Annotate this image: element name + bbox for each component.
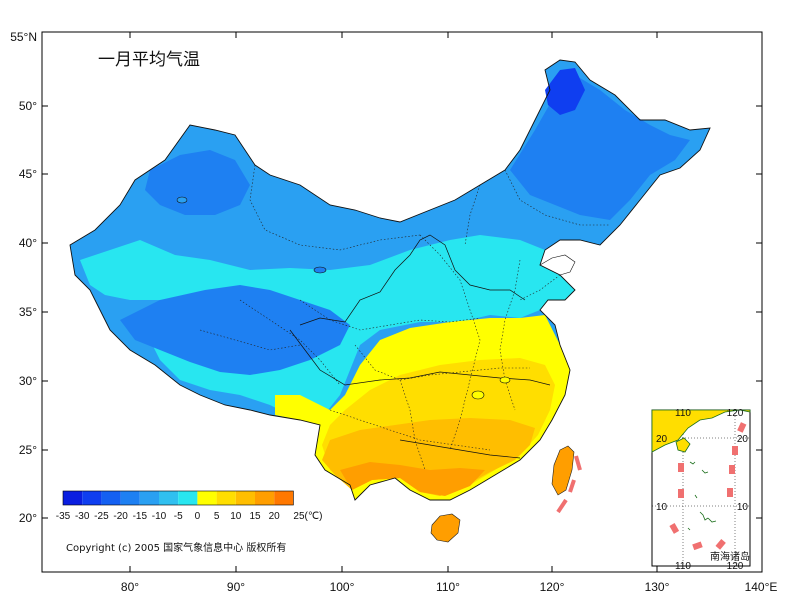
- lake: [176, 196, 188, 204]
- bohai-coast: [539, 254, 576, 276]
- y-axis: [42, 105, 762, 519]
- y-tick-label: 35°: [19, 305, 37, 319]
- x-tick-label: 80°: [121, 580, 139, 594]
- legend-labels: -35 -30 -25 -20 -15 -10 -5 0 5 10 15 20 25(℃): [56, 511, 323, 522]
- y-tick-label: 20°: [19, 511, 37, 525]
- legend-frame: [62, 490, 294, 506]
- inset-tick-right: 10: [737, 502, 749, 513]
- y-tick-label: 45°: [19, 167, 37, 181]
- legend-swatch: [255, 491, 275, 505]
- sea-boundary-dashes: [556, 455, 582, 514]
- legend-label: 15: [249, 511, 261, 522]
- inset-islands: [687, 461, 717, 531]
- legend-swatch: [235, 491, 255, 505]
- country-border: [69, 59, 711, 501]
- zone-tibet-cold: [120, 285, 350, 375]
- legend-label: 5: [214, 511, 220, 522]
- legend-label: -10: [152, 511, 167, 522]
- legend: -35 -30 -25 -20 -15 -10 -5 0 5 10 15 20 25(℃): [56, 490, 323, 522]
- inset-label: 南海诸岛: [710, 550, 750, 563]
- legend-swatch: [197, 491, 217, 505]
- inset-tick-bottom: 120: [727, 561, 744, 572]
- temperature-map: [69, 59, 711, 543]
- lake: [471, 390, 485, 400]
- legend-swatch: [216, 491, 236, 505]
- legend-label: -20: [113, 511, 128, 522]
- inset-tick-left: 10: [656, 502, 668, 513]
- x-tick-label: 130°: [645, 580, 670, 594]
- x-tick-label: 110°: [436, 580, 460, 594]
- lake: [499, 376, 511, 384]
- x-tick-label: 90°: [227, 580, 245, 594]
- legend-label: 10: [230, 511, 242, 522]
- legend-swatch: [82, 491, 102, 505]
- y-tick-label: 40°: [19, 236, 37, 250]
- legend-label: -30: [75, 511, 90, 522]
- legend-label: -15: [133, 511, 148, 522]
- y-tick-label: 55°N: [10, 30, 37, 44]
- x-axis: [129, 32, 658, 572]
- x-tick-label: 120°: [540, 580, 565, 594]
- south-china-sea-inset: 110 120 110 120 20 10 20 10 南海诸岛: [651, 408, 751, 572]
- legend-swatch: [159, 491, 179, 505]
- inset-boundary-dashes: [669, 422, 747, 551]
- hainan-island: [430, 513, 461, 543]
- inset-tick-top: 110: [675, 408, 691, 419]
- legend-swatch: [139, 491, 159, 505]
- y-tick-label: 25°: [19, 443, 37, 457]
- zone-northeast-coldest: [545, 68, 585, 115]
- map-title: 一月平均气温: [98, 50, 200, 70]
- inset-gridlines: [652, 410, 750, 566]
- legend-label: -25: [94, 511, 109, 522]
- province-borders: [199, 164, 610, 471]
- legend-swatches: [62, 490, 294, 506]
- legend-label: 25(℃): [293, 511, 322, 522]
- inset-tick-left: 20: [656, 434, 668, 445]
- legend-swatch: [101, 491, 121, 505]
- legend-swatch: [120, 491, 140, 505]
- legend-label: 0: [195, 511, 201, 522]
- y-tick-label: 30°: [19, 374, 37, 388]
- copyright-text: Copyright (c) 2005 国家气象信息中心 版权所有: [66, 541, 286, 554]
- inset-tick-bottom: 110: [675, 561, 691, 572]
- legend-label: 20: [269, 511, 281, 522]
- inset-hainan: [675, 437, 691, 453]
- zone-15-20: [340, 462, 485, 496]
- legend-label: -35: [56, 511, 71, 522]
- lake: [313, 266, 327, 274]
- zone-northeast-cold: [510, 75, 690, 220]
- legend-swatch: [178, 491, 198, 505]
- legend-label: -5: [174, 511, 183, 522]
- inset-coast: [651, 409, 751, 453]
- inset-tick-top: 120: [727, 408, 744, 419]
- zone-xinjiang-cold: [145, 150, 250, 215]
- x-tick-label: 100°: [330, 580, 355, 594]
- legend-swatch: [63, 491, 83, 505]
- taiwan-island: [551, 445, 575, 496]
- inset-tick-right: 20: [737, 434, 749, 445]
- x-tick-label: 140°E: [745, 580, 778, 594]
- y-tick-label: 50°: [19, 99, 37, 113]
- legend-swatch: [274, 491, 294, 505]
